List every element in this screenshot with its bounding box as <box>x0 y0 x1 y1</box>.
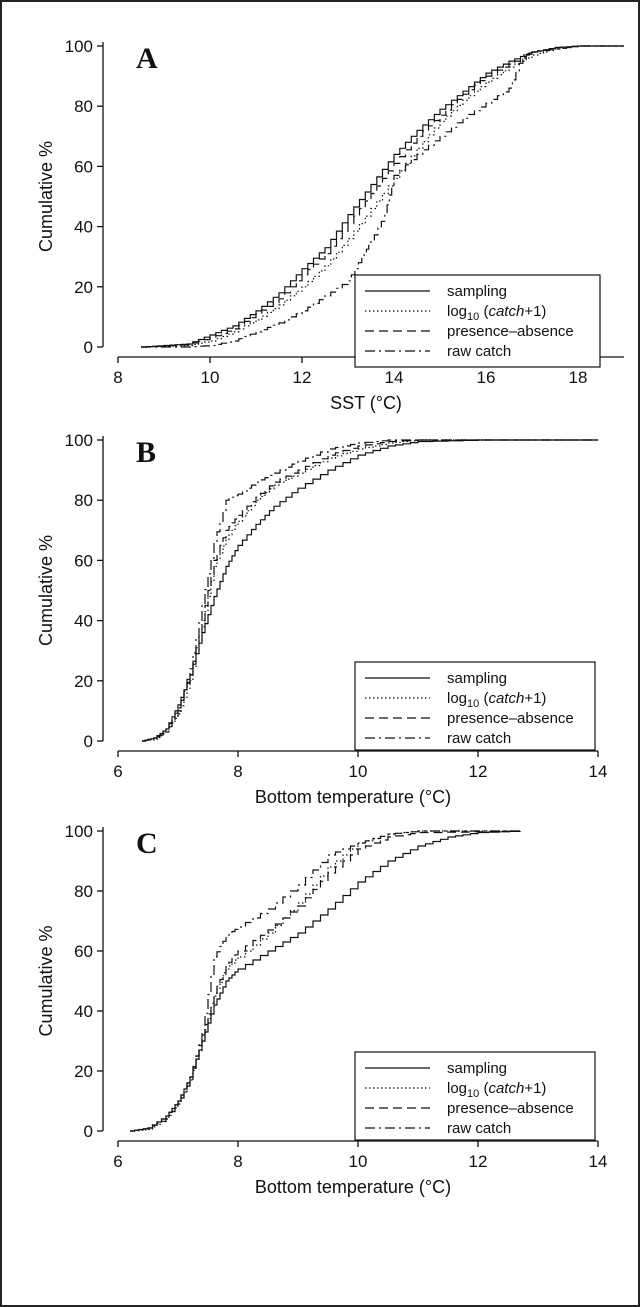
x-tick-label: 18 <box>569 368 588 387</box>
y-tick-label: 100 <box>65 37 93 56</box>
panel-label: B <box>136 436 156 469</box>
x-axis-label: Bottom temperature (°C) <box>255 1177 451 1197</box>
x-tick-label: 10 <box>349 1152 368 1171</box>
x-tick-label: 8 <box>233 762 242 781</box>
y-tick-label: 80 <box>74 882 93 901</box>
y-tick-label: 0 <box>84 1122 93 1141</box>
x-tick-label: 12 <box>469 1152 488 1171</box>
legend-label-sampling: sampling <box>447 1060 507 1077</box>
legend-box <box>354 274 601 368</box>
y-tick-label: 80 <box>74 97 93 116</box>
x-tick-label: 16 <box>477 368 496 387</box>
y-axis-label: Cumulative % <box>36 535 56 646</box>
y-tick-label: 40 <box>74 612 93 631</box>
x-tick-label: 8 <box>113 368 122 387</box>
panel-label: C <box>136 827 158 860</box>
x-tick-label: 8 <box>233 1152 242 1171</box>
y-tick-label: 60 <box>74 157 93 176</box>
y-tick-label: 0 <box>84 732 93 751</box>
y-axis-label: Cumulative % <box>36 141 56 252</box>
y-tick-label: 20 <box>74 278 93 297</box>
x-tick-label: 10 <box>349 762 368 781</box>
legend-label-presence-absence: presence–absence <box>447 323 574 340</box>
y-tick-label: 20 <box>74 672 93 691</box>
legend-label-raw-catch: raw catch <box>447 1120 511 1137</box>
x-axis-label: Bottom temperature (°C) <box>255 787 451 807</box>
legend-box <box>354 1051 596 1141</box>
x-tick-label: 14 <box>385 368 404 387</box>
series-line-sampling <box>141 45 624 348</box>
x-tick-label: 6 <box>113 762 122 781</box>
x-tick-label: 10 <box>201 368 220 387</box>
series-line-raw-catch <box>130 830 520 1132</box>
series-line-log10 <box>141 45 624 348</box>
x-tick-label: 14 <box>589 762 608 781</box>
legend-label-log10: log10 (catch+1) <box>447 303 546 323</box>
series-line-presence-absence <box>130 830 521 1132</box>
legend-label-raw-catch: raw catch <box>447 730 511 747</box>
chart-panel-c: 0 20 40 60 80 100 6 8 10 12 14 Bottom temperature (… <box>36 822 607 1197</box>
legend-label-sampling: sampling <box>447 670 507 687</box>
chart-panel-b: 0 20 40 60 80 100 6 8 10 12 14 Bottom temperature (… <box>36 431 607 807</box>
series-line-presence-absence <box>142 439 598 742</box>
legend-label-log10: log10 (catch+1) <box>447 690 546 710</box>
y-tick-label: 100 <box>65 431 93 450</box>
x-tick-label: 12 <box>469 762 488 781</box>
legend-label-raw-catch: raw catch <box>447 343 511 360</box>
series-line-presence-absence <box>141 45 624 348</box>
y-tick-label: 40 <box>74 218 93 237</box>
series-line-raw-catch <box>142 439 598 742</box>
chart-panel-a: 0 20 40 60 80 100 8 10 12 14 16 18 SST (°C) Cumulativ… <box>36 37 624 413</box>
y-tick-label: 20 <box>74 1062 93 1081</box>
legend-label-presence-absence: presence–absence <box>447 1100 574 1117</box>
x-tick-label: 14 <box>589 1152 608 1171</box>
y-tick-label: 60 <box>74 942 93 961</box>
x-tick-label: 6 <box>113 1152 122 1171</box>
y-tick-label: 100 <box>65 822 93 841</box>
x-axis-label: SST (°C) <box>330 393 402 413</box>
legend-box <box>354 661 596 751</box>
series-line-log10 <box>142 439 598 742</box>
legend-label-sampling: sampling <box>447 283 507 300</box>
y-axis-label: Cumulative % <box>36 925 56 1036</box>
series-line-sampling <box>142 439 598 742</box>
y-tick-label: 40 <box>74 1002 93 1021</box>
y-tick-label: 0 <box>84 338 93 357</box>
x-tick-label: 12 <box>293 368 312 387</box>
legend-label-log10: log10 (catch+1) <box>447 1080 546 1100</box>
panel-label: A <box>136 42 158 75</box>
legend-label-presence-absence: presence–absence <box>447 710 574 727</box>
y-tick-label: 60 <box>74 551 93 570</box>
y-tick-label: 80 <box>74 491 93 510</box>
